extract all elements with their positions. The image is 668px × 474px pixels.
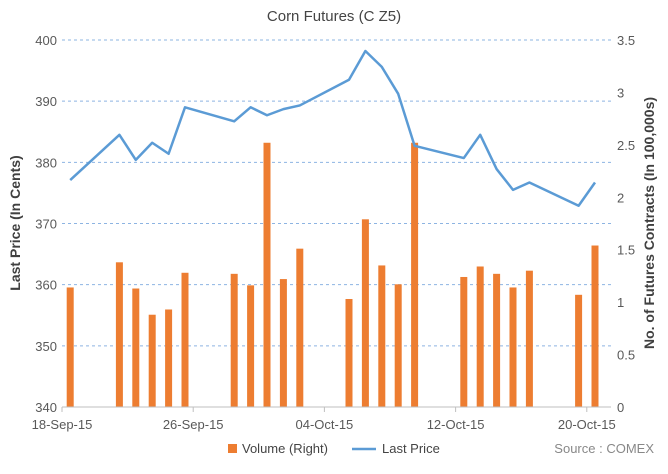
y-right-tick-label: 2.5 xyxy=(617,138,635,153)
volume-bar xyxy=(493,274,500,407)
volume-bar xyxy=(346,299,353,407)
volume-bar xyxy=(296,249,303,407)
volume-bar xyxy=(182,273,189,407)
volume-bar xyxy=(362,219,369,407)
y-right-tick-label: 3 xyxy=(617,85,624,100)
volume-bar xyxy=(460,277,467,407)
volume-bar xyxy=(510,287,517,407)
volume-bar xyxy=(526,271,533,407)
volume-bar xyxy=(247,285,254,407)
x-tick-label: 18-Sep-15 xyxy=(32,417,93,432)
y-axis-left-label: Last Price (In Cents) xyxy=(7,155,23,290)
y-right-tick-label: 1.5 xyxy=(617,243,635,258)
legend-label-volume: Volume (Right) xyxy=(242,441,328,456)
volume-bar xyxy=(149,315,156,407)
y-left-tick-label: 400 xyxy=(35,33,57,48)
volume-bar xyxy=(378,265,385,407)
volume-bar xyxy=(280,279,287,407)
y-left-tick-label: 370 xyxy=(35,217,57,232)
volume-bar xyxy=(411,143,418,407)
y-left-tick-label: 380 xyxy=(35,155,57,170)
x-tick-label: 26-Sep-15 xyxy=(163,417,224,432)
volume-bar xyxy=(132,289,139,407)
y-left-tick-label: 340 xyxy=(35,400,57,415)
volume-bar xyxy=(477,266,484,407)
volume-bar xyxy=(231,274,238,407)
legend-swatch-volume xyxy=(228,444,237,453)
y-left-tick-label: 350 xyxy=(35,339,57,354)
y-right-tick-label: 0 xyxy=(617,400,624,415)
y-axis-right-label: No. of Futures Contracts (In 100,000s) xyxy=(641,97,657,349)
volume-bar xyxy=(575,295,582,407)
y-right-tick-label: 3.5 xyxy=(617,33,635,48)
volume-bar xyxy=(592,246,599,407)
y-right-tick-label: 0.5 xyxy=(617,348,635,363)
volume-bar xyxy=(395,284,402,407)
y-right-tick-label: 2 xyxy=(617,190,624,205)
source-note: Source : COMEX xyxy=(554,441,654,456)
x-tick-label: 20-Oct-15 xyxy=(558,417,616,432)
legend: Volume (Right) Last Price xyxy=(228,441,440,456)
chart-title: Corn Futures (C Z5) xyxy=(267,8,401,25)
volume-bar xyxy=(67,287,74,407)
y-left-tick-label: 390 xyxy=(35,94,57,109)
x-tick-label: 04-Oct-15 xyxy=(295,417,353,432)
x-tick-label: 12-Oct-15 xyxy=(427,417,485,432)
price-line xyxy=(70,51,595,206)
legend-label-price: Last Price xyxy=(382,441,440,456)
volume-bar xyxy=(264,143,271,407)
y-right-tick-label: 1 xyxy=(617,295,624,310)
volume-bar xyxy=(116,262,123,407)
y-left-tick-label: 360 xyxy=(35,278,57,293)
volume-bar xyxy=(165,309,172,407)
